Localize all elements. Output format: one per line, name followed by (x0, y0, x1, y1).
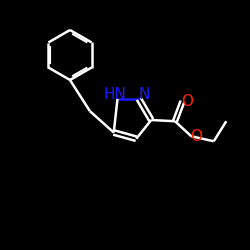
Text: O: O (190, 129, 202, 144)
Text: O: O (181, 94, 193, 109)
Text: HN: HN (103, 87, 126, 102)
Text: N: N (138, 87, 150, 102)
